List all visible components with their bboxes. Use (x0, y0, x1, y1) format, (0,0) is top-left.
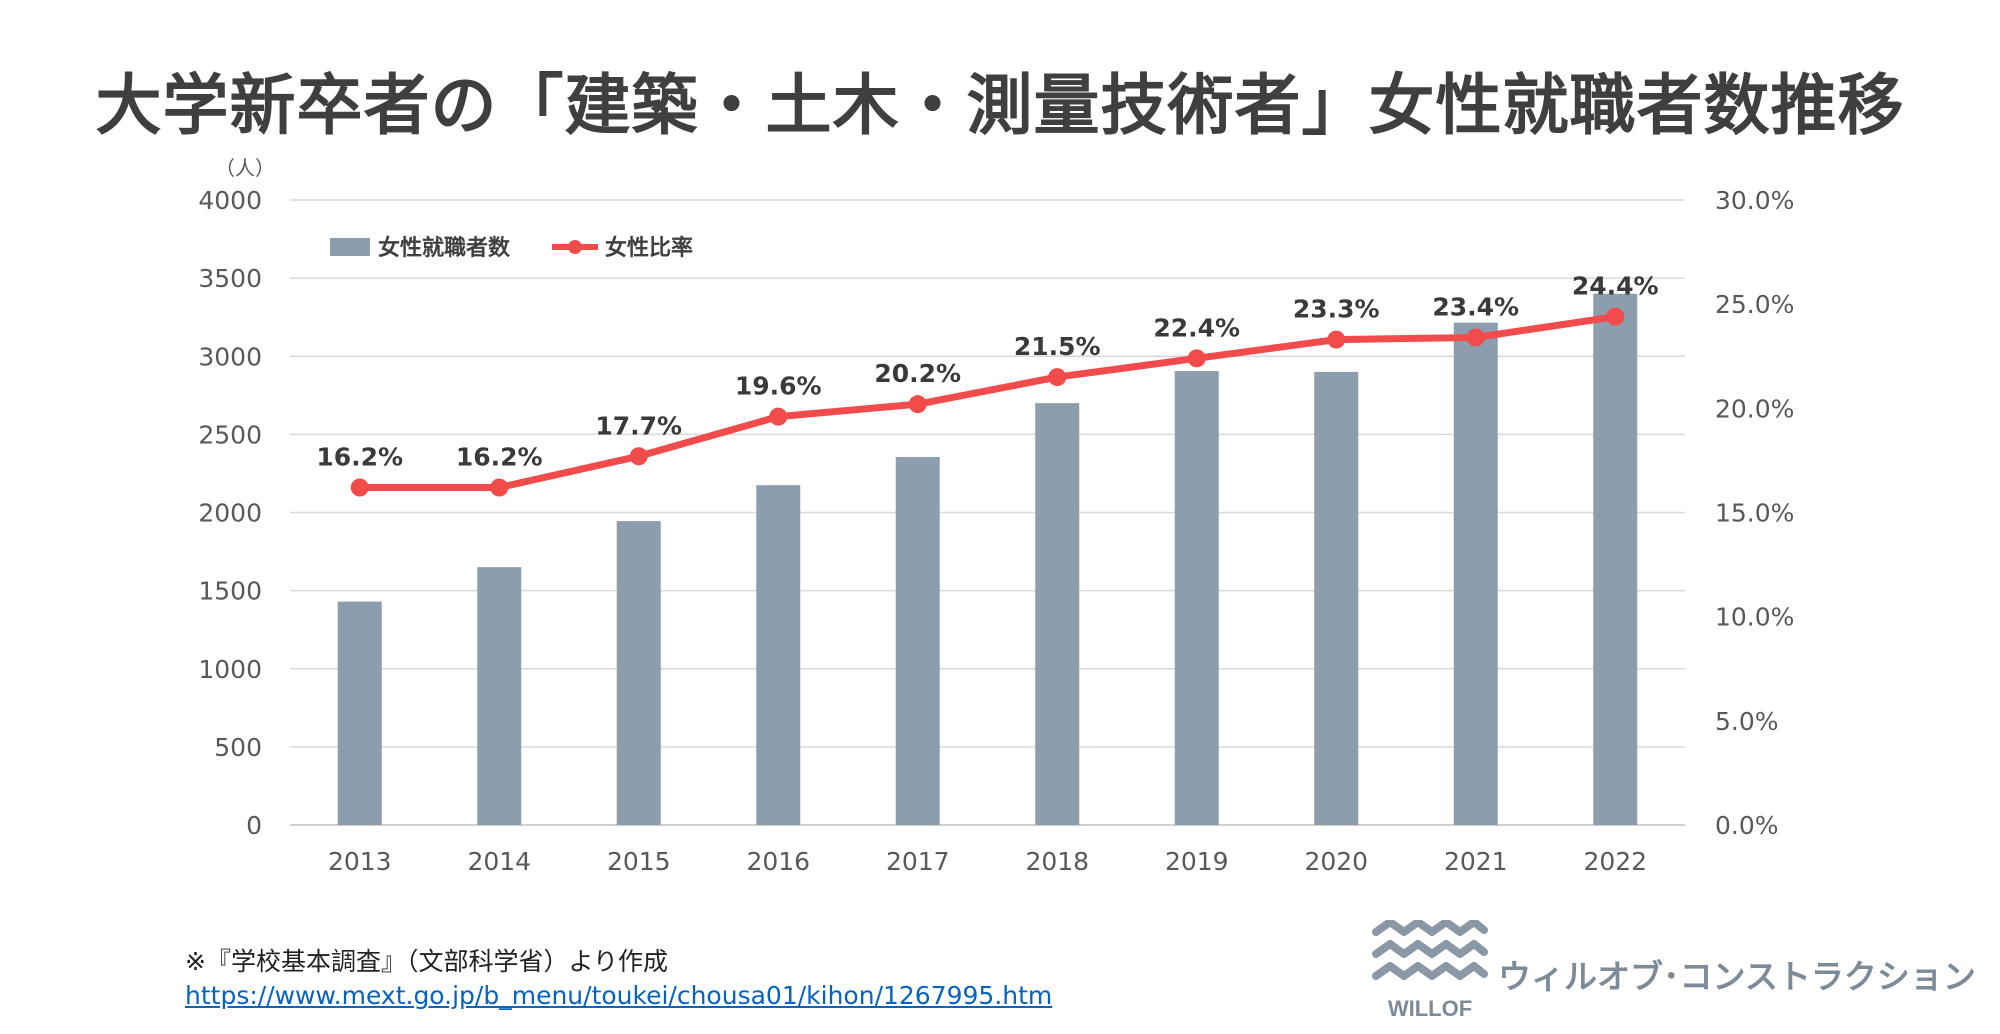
logo-text: WILLOF (1388, 996, 1472, 1021)
source-note: ※『学校基本調査』（文部科学省）より作成 https://www.mext.go… (185, 945, 1052, 1013)
bar (756, 485, 801, 825)
brand-name: ウィルオブ･コンストラクション (1498, 957, 1976, 996)
ratio-point (1327, 330, 1346, 349)
y-left-unit-label: （人） (215, 156, 275, 180)
combo-chart: 16.2% 16.2% 17.7% 19.6% 20.2% 21.5% 22.4% 23.3%… (198, 156, 1794, 876)
x-tick-label: 2013 (328, 847, 392, 876)
data-label: 20.2% (874, 359, 961, 388)
ratio-line (356, 313, 1619, 491)
data-label: 23.3% (1293, 295, 1380, 324)
bar (1174, 371, 1219, 825)
data-label: 16.2% (456, 443, 543, 472)
ratio-point (629, 447, 648, 466)
ratio-point (350, 478, 369, 497)
source-link[interactable]: https://www.mext.go.jp/b_menu/toukei/cho… (185, 981, 1053, 1010)
ratio-point (1048, 368, 1067, 387)
y-right-tick-label: 30.0% (1715, 186, 1794, 215)
chart-title: 大学新卒者の「建築・土木・測量技術者」女性就職者数推移 (95, 67, 1905, 144)
y-left-tick-label: 3500 (198, 264, 262, 293)
x-tick-label: 2016 (746, 847, 810, 876)
y-left-tick-label: 1500 (198, 577, 262, 606)
x-tick-label: 2022 (1583, 847, 1647, 876)
y-right-tick-label: 5.0% (1715, 707, 1779, 736)
bar (1453, 322, 1498, 825)
ratio-point (1466, 328, 1485, 347)
legend-swatch-bar (330, 238, 370, 256)
ratio-point (1606, 307, 1625, 326)
y-right-tick-label: 20.0% (1715, 394, 1794, 423)
bar (1314, 371, 1359, 825)
ratio-point (1187, 349, 1206, 368)
y-left-tick-label: 2000 (198, 499, 262, 528)
x-tick-label: 2021 (1444, 847, 1508, 876)
ratio-point (769, 407, 788, 426)
x-tick-label: 2015 (607, 847, 671, 876)
legend-label-bar: 女性就職者数 (378, 235, 511, 261)
y-left-tick-label: 1000 (198, 655, 262, 684)
willof-logo: WILLOF (1372, 920, 1488, 1021)
data-label: 21.5% (1014, 332, 1101, 361)
data-label: 22.4% (1153, 313, 1240, 342)
y-right-tick-label: 25.0% (1715, 290, 1794, 319)
y-left-tick-label: 0 (246, 811, 262, 840)
y-right-tick-label: 10.0% (1715, 603, 1794, 632)
bar (477, 567, 522, 825)
ratio-point (908, 395, 927, 414)
y-left-tick-label: 3000 (198, 342, 262, 371)
y-right-tick-label: 15.0% (1715, 499, 1794, 528)
bar (337, 601, 382, 825)
x-tick-label: 2018 (1025, 847, 1089, 876)
data-label: 17.7% (595, 411, 682, 440)
legend-label-line: 女性比率 (605, 235, 693, 261)
y-right-tick-label: 0.0% (1715, 811, 1779, 840)
source-text: ※『学校基本調査』（文部科学省）より作成 (185, 947, 668, 976)
bar (1593, 293, 1638, 825)
y-left-tick-label: 2500 (198, 420, 262, 449)
bar (895, 457, 940, 825)
x-tick-label: 2019 (1165, 847, 1229, 876)
y-left-tick-label: 500 (214, 733, 262, 762)
data-label: 19.6% (735, 372, 822, 401)
legend-marker-line (568, 240, 582, 254)
data-label: 23.4% (1432, 293, 1519, 322)
x-tick-label: 2020 (1304, 847, 1368, 876)
bar (1035, 403, 1080, 825)
data-label: 16.2% (316, 443, 403, 472)
x-tick-label: 2014 (467, 847, 531, 876)
bar (616, 521, 661, 825)
ratio-point (490, 478, 509, 497)
data-label: 24.4% (1572, 272, 1659, 301)
y-left-tick-label: 4000 (198, 186, 262, 215)
x-tick-label: 2017 (886, 847, 950, 876)
